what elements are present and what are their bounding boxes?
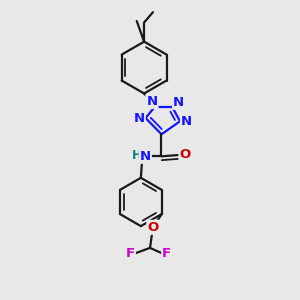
Text: F: F (126, 247, 135, 260)
Text: O: O (179, 148, 191, 161)
Text: H: H (132, 149, 142, 162)
Text: F: F (162, 247, 171, 260)
Text: N: N (173, 96, 184, 109)
Text: N: N (146, 95, 158, 108)
Text: O: O (147, 221, 159, 234)
Text: N: N (134, 112, 145, 124)
Text: N: N (181, 115, 192, 128)
Text: N: N (140, 150, 151, 163)
